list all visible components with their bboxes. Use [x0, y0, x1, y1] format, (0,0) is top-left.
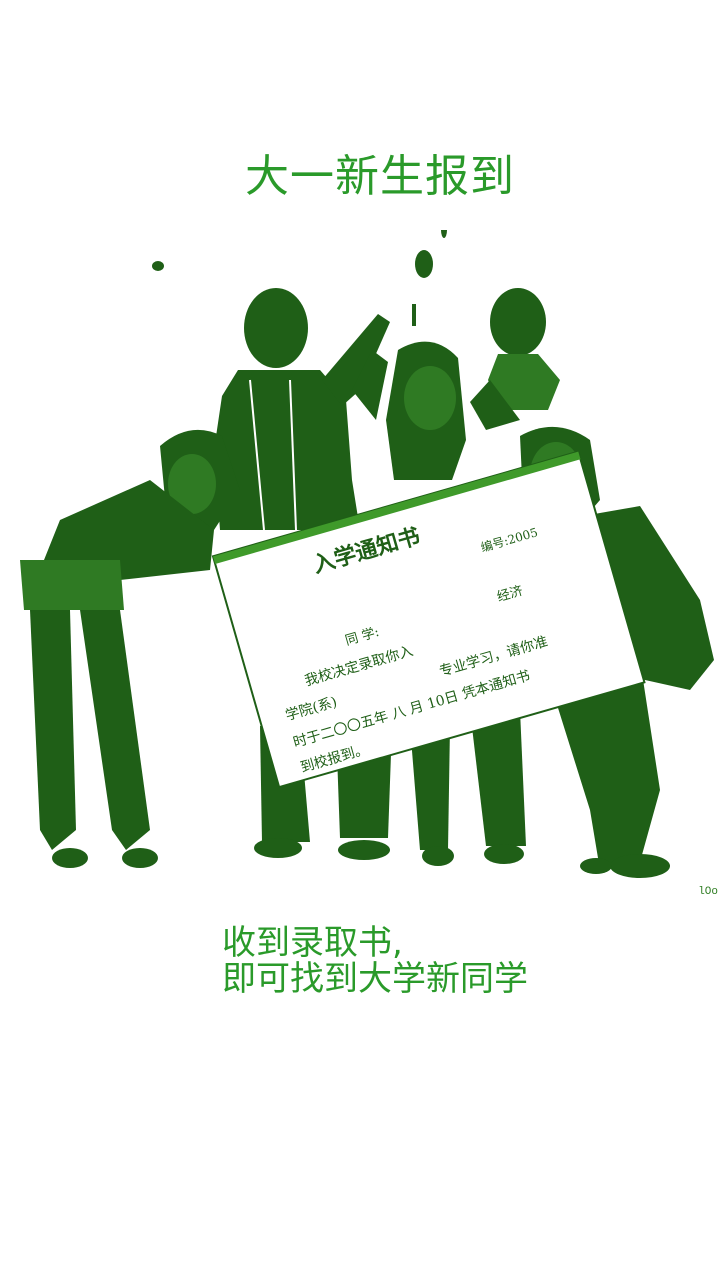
tagline: 收到录取书, 即可找到大学新同学	[222, 925, 702, 997]
tagline-line-1: 收到录取书,	[222, 923, 403, 963]
admission-letter: 入学通知书 编号:2005 同 学: 经济 我校决定录取你入 学院(系) 专业学…	[211, 450, 646, 789]
letter-line-1-right: 经济	[495, 584, 524, 606]
tagline-line-2: 即可找到大学新同学	[222, 959, 528, 999]
student-figure-left	[20, 429, 240, 868]
watermark: lOo	[698, 886, 718, 898]
page-title: 大一新生报到	[245, 151, 515, 202]
student-figure-back-right	[470, 288, 560, 430]
student-figure-middle	[352, 341, 526, 866]
splatter-decoration	[152, 230, 447, 326]
students-holding-admission-letter-illustration: 入学通知书 编号:2005 同 学: 经济 我校决定录取你入 学院(系) 专业学…	[0, 230, 720, 890]
